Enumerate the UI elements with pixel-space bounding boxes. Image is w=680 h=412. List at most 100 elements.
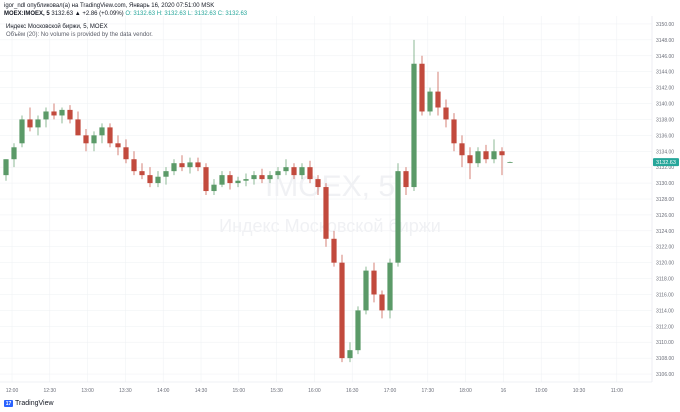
candle-body bbox=[51, 111, 57, 116]
symbol-name[interactable]: MOEX:IMOEX, 5 bbox=[4, 11, 50, 17]
tradingview-logo-icon: 17 bbox=[4, 400, 13, 407]
candle-body bbox=[3, 159, 9, 176]
x-tick-label: 11:00 bbox=[611, 388, 623, 394]
candle-body bbox=[251, 175, 257, 180]
candle-body bbox=[323, 187, 329, 239]
candle-body bbox=[299, 167, 305, 176]
candle-body bbox=[91, 135, 97, 144]
y-tick-label: 3134.00 bbox=[656, 149, 674, 155]
candle-body bbox=[75, 119, 81, 136]
candle-body bbox=[243, 179, 249, 181]
price-change: 3132.63 ▲ +2.86 (+0.09%) bbox=[51, 11, 124, 17]
watermark-symbol: IMOEX, 5 bbox=[265, 170, 395, 203]
candle-body bbox=[35, 119, 41, 128]
candle-body bbox=[147, 175, 153, 184]
candle-body bbox=[275, 171, 281, 176]
candle-body bbox=[315, 179, 321, 188]
watermark-name: Индекс Московской биржи bbox=[219, 216, 441, 236]
y-tick-label: 3132.00 bbox=[656, 165, 674, 171]
x-tick-label: 12:00 bbox=[6, 388, 19, 394]
candle-body bbox=[107, 127, 113, 144]
x-tick-label: 13:30 bbox=[119, 388, 132, 394]
candle-body bbox=[203, 167, 209, 192]
y-tick-label: 3144.00 bbox=[656, 70, 674, 76]
candle-body bbox=[155, 176, 161, 184]
x-tick-label: 17:30 bbox=[422, 388, 435, 394]
candle-body bbox=[355, 310, 361, 351]
candles bbox=[3, 39, 513, 363]
y-tick-label: 3138.00 bbox=[656, 117, 674, 123]
candle-body bbox=[443, 107, 449, 120]
candle-body bbox=[395, 171, 401, 263]
candle-body bbox=[59, 109, 65, 116]
price-axis[interactable]: 3150.00 3148.00 3146.00 3144.00 3142.00 3140.… bbox=[656, 22, 674, 378]
candle-body bbox=[83, 135, 89, 144]
candle-body bbox=[307, 167, 313, 180]
candle-body bbox=[283, 167, 289, 172]
candle-body bbox=[163, 171, 169, 177]
candle-body bbox=[19, 119, 25, 144]
last-price-value: 3132.63 bbox=[656, 160, 676, 166]
candle-body bbox=[435, 91, 441, 108]
candle-body bbox=[507, 162, 513, 163]
x-tick-label: 10:00 bbox=[535, 388, 548, 394]
candle-body bbox=[291, 167, 297, 176]
brand-name: TradingView bbox=[15, 400, 54, 407]
candle-body bbox=[27, 119, 33, 128]
publication-line: igor_ndl опубликовал(а) на TradingView.c… bbox=[4, 3, 215, 9]
candle-body bbox=[227, 175, 233, 184]
y-tick-label: 3142.00 bbox=[656, 86, 674, 92]
x-tick-label: 15:30 bbox=[270, 388, 283, 394]
y-tick-label: 3136.00 bbox=[656, 133, 674, 139]
y-tick-label: 3146.00 bbox=[656, 54, 674, 60]
x-tick-label: 10:30 bbox=[573, 388, 586, 394]
y-tick-label: 3120.00 bbox=[656, 261, 674, 267]
candle-body bbox=[219, 175, 225, 185]
candle-body bbox=[139, 171, 145, 176]
candle-body bbox=[339, 262, 345, 359]
candle-body bbox=[475, 151, 481, 164]
x-tick-label: 16:30 bbox=[346, 388, 359, 394]
candle-body bbox=[187, 162, 193, 168]
x-tick-label: 14:00 bbox=[157, 388, 170, 394]
footer-brand[interactable]: 17 TradingView bbox=[4, 400, 54, 407]
candle-body bbox=[67, 109, 73, 120]
candle-body bbox=[259, 175, 265, 180]
y-tick-label: 3116.00 bbox=[656, 292, 674, 298]
volume-note[interactable]: Объём (20): No volume is provided by the… bbox=[6, 32, 153, 38]
y-tick-label: 3122.00 bbox=[656, 245, 674, 251]
y-tick-label: 3150.00 bbox=[656, 22, 674, 28]
y-tick-label: 3126.00 bbox=[656, 213, 674, 219]
y-tick-label: 3110.00 bbox=[656, 340, 674, 346]
candle-body bbox=[195, 162, 201, 168]
candle-body bbox=[419, 63, 425, 112]
candle-body bbox=[171, 163, 177, 172]
y-tick-label: 3114.00 bbox=[656, 308, 674, 314]
candle-body bbox=[411, 63, 417, 188]
candle-body bbox=[451, 119, 457, 144]
candle-body bbox=[427, 91, 433, 112]
y-tick-label: 3140.00 bbox=[656, 102, 674, 108]
x-tick-label: 18:00 bbox=[459, 388, 472, 394]
time-axis[interactable]: 12:00 12:30 13:00 13:30 14:00 14:30 15:00 15:30… bbox=[6, 388, 623, 394]
x-tick-label: 13:00 bbox=[81, 388, 94, 394]
y-tick-label: 3148.00 bbox=[656, 38, 674, 44]
y-tick-label: 3108.00 bbox=[656, 356, 674, 362]
candle-body bbox=[403, 171, 409, 188]
candle-body bbox=[211, 184, 217, 192]
candle-body bbox=[491, 151, 497, 160]
x-tick-label: 12:30 bbox=[44, 388, 57, 394]
candle-body bbox=[235, 180, 241, 184]
ohlc-values: O: 3132.63 H: 3132.63 L: 3132.63 C: 3132… bbox=[125, 11, 248, 17]
candle-body bbox=[99, 127, 105, 136]
y-tick-label: 3130.00 bbox=[656, 181, 674, 187]
candle-body bbox=[483, 151, 489, 160]
candle-body bbox=[499, 151, 505, 156]
candle-body bbox=[363, 270, 369, 311]
legend-title[interactable]: Индекс Московской биржи, 5, MOEX bbox=[6, 24, 108, 30]
candle-body bbox=[347, 350, 353, 359]
candle-body bbox=[467, 155, 473, 164]
candle-body bbox=[459, 143, 465, 156]
candle-body bbox=[267, 175, 273, 180]
